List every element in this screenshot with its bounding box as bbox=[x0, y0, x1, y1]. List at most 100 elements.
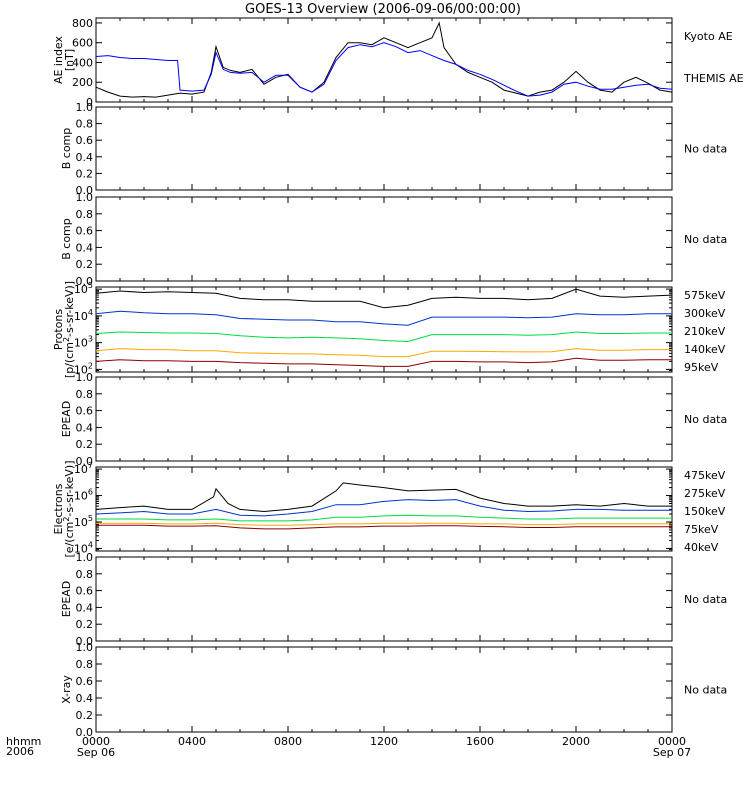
y-tick-label: 0.4 bbox=[76, 601, 94, 614]
y-tick-label: 0.8 bbox=[76, 208, 94, 221]
panel-2: 0.0 0.2 0.4 0.6 0.8 1.0 B comp No data bbox=[60, 101, 727, 197]
y-axis-label: [e/(cm2-s-sr-keV)] bbox=[62, 461, 76, 558]
y-axis-label: Electrons bbox=[52, 483, 65, 534]
y-tick-label: 104 bbox=[74, 540, 93, 555]
y-tick-label: 0.0 bbox=[76, 275, 94, 288]
no-data-label: No data bbox=[684, 143, 727, 156]
y-tick-label: 0.2 bbox=[76, 709, 94, 722]
y-tick-label: 0.4 bbox=[76, 151, 94, 164]
panel-7: 0.0 0.2 0.4 0.6 0.8 1.0 EPEAD No data bbox=[60, 551, 727, 648]
panel-4: 102 103 104 105 Protons[p/(cm2-s-sr-keV)] 575… bbox=[52, 281, 726, 378]
chart-title: GOES-13 Overview (2006-09-06/00:00:00) bbox=[245, 2, 521, 17]
y-tick-label: 0.2 bbox=[76, 167, 94, 180]
y-axis-label: AE index bbox=[52, 35, 65, 84]
y-tick-label: 0.0 bbox=[76, 455, 94, 468]
y-tick-label: 0.6 bbox=[76, 405, 94, 418]
y-tick-label: 0.0 bbox=[76, 184, 94, 197]
legend-entry: THEMIS AE bbox=[683, 72, 744, 85]
y-tick-label: 600 bbox=[72, 37, 93, 50]
legend-entry: 150keV bbox=[684, 505, 726, 518]
y-tick-label: 0.6 bbox=[76, 225, 94, 238]
legend-entry: 210keV bbox=[684, 325, 726, 338]
y-tick-label: 0 bbox=[86, 96, 93, 109]
y-axis-label: B comp bbox=[60, 128, 73, 170]
y-tick-label: 1.0 bbox=[76, 551, 94, 564]
legend-entry: 75keV bbox=[684, 523, 719, 536]
y-tick-label: 0.8 bbox=[76, 388, 94, 401]
y-axis-label: [nT] bbox=[63, 49, 76, 71]
y-axis-label: [p/(cm2-s-sr-keV)] bbox=[62, 281, 76, 378]
y-axis-label: EPEAD bbox=[60, 581, 73, 618]
y-tick-label: 103 bbox=[74, 335, 93, 350]
y-tick-label: 105 bbox=[74, 514, 93, 529]
y-tick-label: 0.0 bbox=[76, 726, 94, 739]
series-line-140kev bbox=[95, 310, 672, 326]
y-tick-label: 0.6 bbox=[76, 134, 94, 147]
y-tick-label: 102 bbox=[74, 361, 93, 376]
y-axis-label: Protons bbox=[52, 309, 65, 350]
y-tick-label: 106 bbox=[74, 488, 93, 503]
y-tick-label: 0.0 bbox=[76, 635, 94, 648]
x-tick-label: 0400 bbox=[178, 735, 206, 748]
x-tick-label: 1600 bbox=[466, 735, 494, 748]
series-line-300kev bbox=[95, 348, 672, 358]
y-tick-label: 0.2 bbox=[76, 438, 94, 451]
legend-entry: 275keV bbox=[684, 487, 726, 500]
y-tick-label: 0.2 bbox=[76, 258, 94, 271]
panel-6: 104 105 106 107 Electrons[e/(cm2-s-sr-keV)] 4… bbox=[52, 461, 726, 558]
y-tick-label: 105 bbox=[74, 281, 93, 296]
x-tick-date: Sep 07 bbox=[653, 746, 691, 759]
legend-entry: 475keV bbox=[684, 469, 726, 482]
y-tick-label: 107 bbox=[74, 461, 93, 476]
x-tick-label: 2000 bbox=[562, 735, 590, 748]
series-line-kyoto-ae bbox=[95, 21, 673, 98]
series-line-575kev bbox=[95, 357, 672, 367]
x-row-label: 2006 bbox=[6, 745, 34, 758]
x-tick-label: 0000 bbox=[82, 735, 110, 748]
legend-entry: 300keV bbox=[684, 307, 726, 320]
y-tick-label: 1.0 bbox=[76, 641, 94, 654]
legend-entry: 95keV bbox=[684, 361, 719, 374]
panel-frame bbox=[95, 196, 673, 282]
y-tick-label: 200 bbox=[72, 76, 93, 89]
panel-frame bbox=[95, 646, 673, 733]
y-tick-label: 1.0 bbox=[76, 101, 94, 114]
y-tick-label: 0.6 bbox=[76, 675, 94, 688]
y-axis-label: X-ray bbox=[60, 675, 73, 704]
legend-entry: 575keV bbox=[684, 289, 726, 302]
y-tick-label: 0.4 bbox=[76, 692, 94, 705]
panel-frame bbox=[95, 376, 673, 462]
y-tick-label: 1.0 bbox=[76, 371, 94, 384]
panel-frame bbox=[95, 106, 673, 191]
y-tick-label: 800 bbox=[72, 17, 93, 30]
series-line-75kev bbox=[95, 499, 672, 517]
no-data-label: No data bbox=[684, 593, 727, 606]
legend-entry: 140keV bbox=[684, 343, 726, 356]
series-line-themis-ae bbox=[95, 42, 673, 97]
y-tick-label: 104 bbox=[74, 308, 93, 323]
panel-3: 0.0 0.2 0.4 0.6 0.8 1.0 B comp No data bbox=[60, 191, 727, 288]
series-line-275kev bbox=[96, 522, 672, 526]
x-tick-label: 1200 bbox=[370, 735, 398, 748]
no-data-label: No data bbox=[684, 684, 727, 697]
y-tick-label: 1.0 bbox=[76, 191, 94, 204]
series-line-40kev bbox=[95, 482, 672, 513]
y-axis-label: B comp bbox=[60, 218, 73, 260]
panel-5: 0.0 0.2 0.4 0.6 0.8 1.0 EPEAD No data bbox=[60, 371, 727, 468]
panel-1: 0 200 400 600 800 AE index[nT] Kyoto AE THEMIS … bbox=[52, 17, 744, 109]
legend-entry: Kyoto AE bbox=[684, 30, 733, 43]
y-tick-label: 0.4 bbox=[76, 241, 94, 254]
y-tick-label: 0.2 bbox=[76, 618, 94, 631]
series-line-475kev bbox=[96, 524, 672, 530]
x-tick-date: Sep 06 bbox=[77, 746, 115, 759]
y-tick-label: 0.8 bbox=[76, 118, 94, 131]
legend-entry: 40keV bbox=[684, 541, 719, 554]
x-tick-label: 0800 bbox=[274, 735, 302, 748]
y-tick-label: 0.6 bbox=[76, 585, 94, 598]
no-data-label: No data bbox=[684, 233, 727, 246]
series-line-150kev bbox=[96, 514, 672, 522]
panel-frame bbox=[95, 17, 673, 103]
y-tick-label: 0.8 bbox=[76, 568, 94, 581]
no-data-label: No data bbox=[684, 413, 727, 426]
